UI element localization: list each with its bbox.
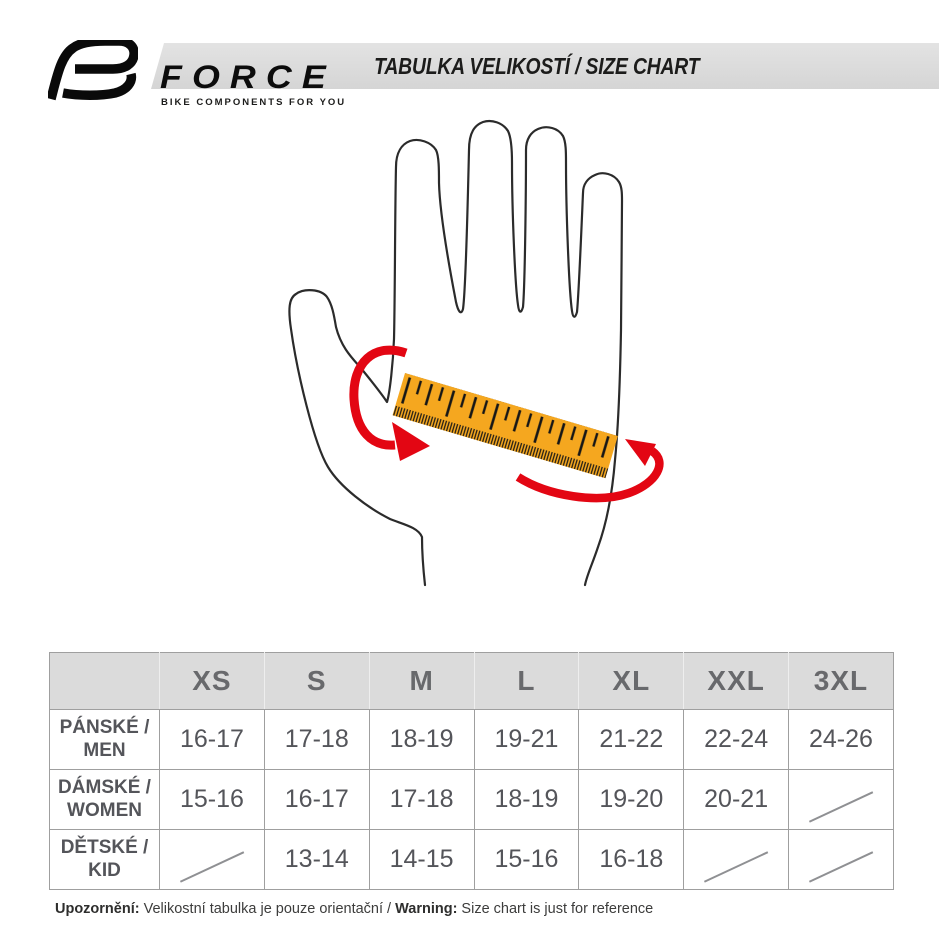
cell-men-xxl: 22-24 (683, 709, 790, 770)
cell-kid-xxl (683, 829, 790, 890)
cell-kid-l: 15-16 (473, 829, 580, 890)
force-logo-emblem (48, 40, 138, 101)
footer-text-cs: Velikostní tabulka je pouze orientační / (139, 901, 396, 917)
cell-women-l: 18-19 (473, 769, 580, 830)
table-row-women: DÁMSKÉ / WOMEN 15-16 16-17 17-18 18-19 19-20 20… (49, 769, 894, 830)
footer-label-cs: Upozornění: (55, 901, 140, 917)
cell-women-m: 17-18 (368, 769, 475, 830)
brand-tagline: BIKE COMPONENTS FOR YOU (161, 97, 347, 108)
size-column-header-xxl: XXL (683, 652, 790, 710)
size-column-header-xl: XL (578, 652, 685, 710)
size-column-header-xs: XS (159, 652, 265, 710)
footer-label-en: Warning: (395, 901, 458, 917)
not-available-slash (808, 790, 874, 822)
hand-outline-graphic (288, 119, 624, 587)
hand-measurement-figure (288, 119, 664, 587)
not-available-slash (179, 850, 244, 882)
right-measure-arrow-icon (515, 439, 664, 503)
cell-women-xs: 15-16 (159, 769, 265, 830)
not-available-slash (704, 850, 769, 882)
ruler-graphic (392, 373, 618, 479)
cell-men-xl: 21-22 (578, 709, 685, 770)
cell-kid-s: 13-14 (263, 829, 370, 890)
size-column-header-s: S (263, 652, 370, 710)
cell-kid-3xl (788, 829, 894, 890)
cell-women-3xl (788, 769, 894, 830)
size-column-header-m: M (368, 652, 475, 710)
footer-note: Upozornění: Velikostní tabulka je pouze … (55, 901, 653, 917)
table-row-kid: DĚTSKÉ / KID 13-14 14-15 15-16 16-18 (49, 829, 894, 890)
size-table-body: PÁNSKÉ / MEN 16-17 17-18 18-19 19-21 21-22 22-2… (49, 709, 894, 890)
cell-men-s: 17-18 (263, 709, 370, 770)
size-column-header-3xl: 3XL (788, 652, 894, 710)
page-title: TABULKA VELIKOSTÍ / SIZE CHART (374, 52, 700, 79)
cell-men-3xl: 24-26 (788, 709, 894, 770)
cell-men-l: 19-21 (473, 709, 580, 770)
row-label-women: DÁMSKÉ / WOMEN (49, 769, 160, 830)
cell-kid-m: 14-15 (368, 829, 475, 890)
row-label-kid: DĚTSKÉ / KID (49, 829, 160, 890)
row-label-men: PÁNSKÉ / MEN (49, 709, 160, 770)
cell-kid-xs (159, 829, 265, 890)
footer-text-en: Size chart is just for reference (457, 901, 654, 917)
force-logo: FORCE BIKE COMPONENTS FOR YOU (48, 40, 348, 110)
cell-women-xl: 19-20 (578, 769, 685, 830)
cell-men-m: 18-19 (368, 709, 475, 770)
brand-wordmark: FORCE (160, 59, 336, 95)
size-column-header-l: L (473, 652, 580, 710)
cell-kid-xl: 16-18 (578, 829, 685, 890)
cell-women-s: 16-17 (263, 769, 370, 830)
cell-women-xxl: 20-21 (683, 769, 790, 830)
size-table: XS S M L XL XXL 3XL PÁNSKÉ / MEN 16-17 17-18 18-19… (49, 652, 894, 890)
table-row-men: PÁNSKÉ / MEN 16-17 17-18 18-19 19-21 21-22 22-2… (49, 709, 894, 770)
size-table-head: XS S M L XL XXL 3XL (49, 652, 894, 710)
cell-men-xs: 16-17 (159, 709, 265, 770)
not-available-slash (808, 850, 874, 882)
header-band: TABULKA VELIKOSTÍ / SIZE CHART (151, 43, 939, 89)
left-measure-arrow-icon (349, 345, 430, 461)
table-corner-cell (49, 652, 160, 710)
